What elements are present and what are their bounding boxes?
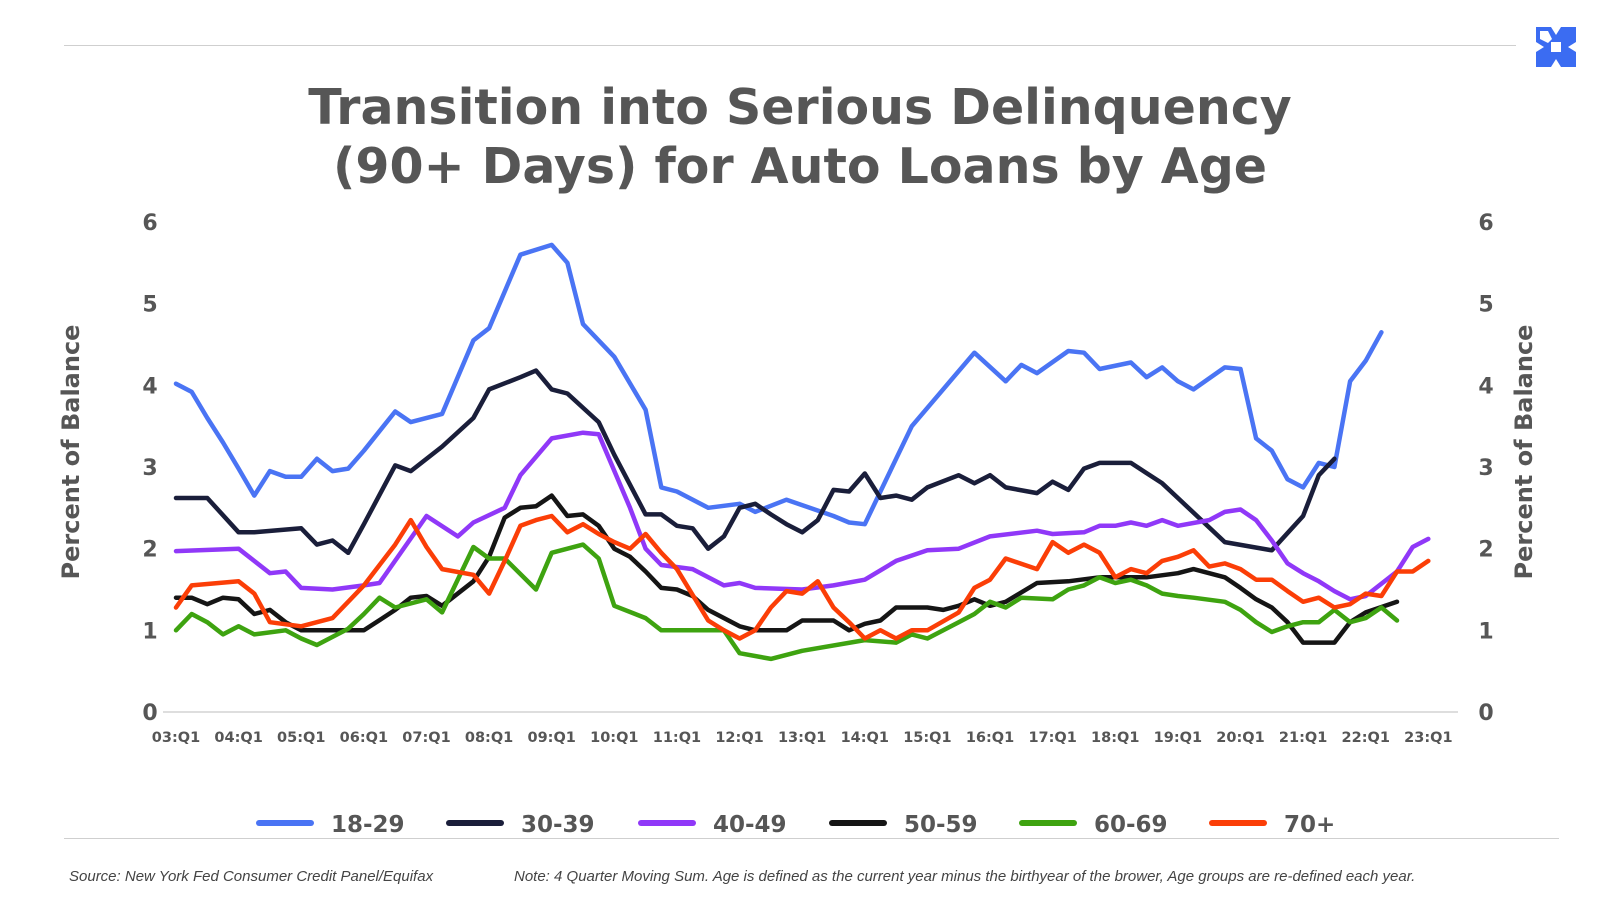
x-tick-label: 10:Q1 <box>590 730 638 746</box>
series-line-18-29 <box>173 242 1384 527</box>
y-tick-label-left: 6 <box>142 211 157 236</box>
x-tick-label: 11:Q1 <box>653 730 701 746</box>
x-tick-label: 16:Q1 <box>966 730 1014 746</box>
x-tick-label: 20:Q1 <box>1216 730 1264 746</box>
y-tick-label-left: 1 <box>142 619 157 644</box>
top-divider <box>64 45 1516 46</box>
x-tick-label: 04:Q1 <box>214 730 262 746</box>
bottom-divider <box>64 838 1559 839</box>
y-axis-label-right: Percent of Balance <box>1510 325 1538 580</box>
y-tick-label-right: 4 <box>1478 374 1493 399</box>
legend-label-18-29: 18-29 <box>331 812 405 838</box>
x-tick-label: 15:Q1 <box>903 730 951 746</box>
y-tick-label-right: 0 <box>1478 701 1493 726</box>
methodology-note: Note: 4 Quarter Moving Sum. Age is defin… <box>514 868 1416 885</box>
chart-title-line-1: Transition into Serious Delinquency <box>308 79 1292 136</box>
y-tick-label-left: 5 <box>142 293 157 318</box>
y-tick-label-left: 3 <box>142 456 157 481</box>
series-line-70+ <box>173 513 1431 641</box>
legend-label-50-59: 50-59 <box>904 812 978 838</box>
x-logo-icon <box>1536 27 1576 67</box>
y-tick-label-right: 6 <box>1478 211 1493 236</box>
legend-label-70+: 70+ <box>1284 812 1335 838</box>
x-tick-label: 22:Q1 <box>1342 730 1390 746</box>
y-tick-label-right: 2 <box>1478 538 1493 563</box>
x-tick-label: 05:Q1 <box>277 730 325 746</box>
y-axis-label-left: Percent of Balance <box>57 325 85 580</box>
x-tick-label: 14:Q1 <box>841 730 889 746</box>
x-tick-label: 12:Q1 <box>715 730 763 746</box>
series-line-60-69 <box>173 542 1400 662</box>
x-tick-label: 09:Q1 <box>528 730 576 746</box>
y-tick-label-left: 0 <box>142 701 157 726</box>
x-tick-label: 07:Q1 <box>402 730 450 746</box>
legend-label-60-69: 60-69 <box>1094 812 1168 838</box>
chart-title-line-2: (90+ Days) for Auto Loans by Age <box>332 138 1267 195</box>
y-tick-label-left: 2 <box>142 538 157 563</box>
y-tick-label-right: 3 <box>1478 456 1493 481</box>
y-tick-label-right: 5 <box>1478 293 1493 318</box>
y-tick-label-right: 1 <box>1478 619 1493 644</box>
x-tick-label: 21:Q1 <box>1279 730 1327 746</box>
x-tick-label: 19:Q1 <box>1154 730 1202 746</box>
series-line-40-49 <box>173 430 1431 602</box>
x-tick-label: 06:Q1 <box>340 730 388 746</box>
chart-title: Transition into Serious Delinquency (90+… <box>0 78 1600 196</box>
legend-label-30-39: 30-39 <box>521 812 595 838</box>
source-note: Source: New York Fed Consumer Credit Pan… <box>69 868 434 885</box>
x-tick-label: 23:Q1 <box>1404 730 1452 746</box>
x-tick-label: 08:Q1 <box>465 730 513 746</box>
x-tick-label: 18:Q1 <box>1091 730 1139 746</box>
x-tick-label: 17:Q1 <box>1028 730 1076 746</box>
x-tick-label: 03:Q1 <box>152 730 200 746</box>
y-tick-label-left: 4 <box>142 374 157 399</box>
legend-label-40-49: 40-49 <box>713 812 787 838</box>
series-line-30-39 <box>173 368 1337 556</box>
x-tick-label: 13:Q1 <box>778 730 826 746</box>
